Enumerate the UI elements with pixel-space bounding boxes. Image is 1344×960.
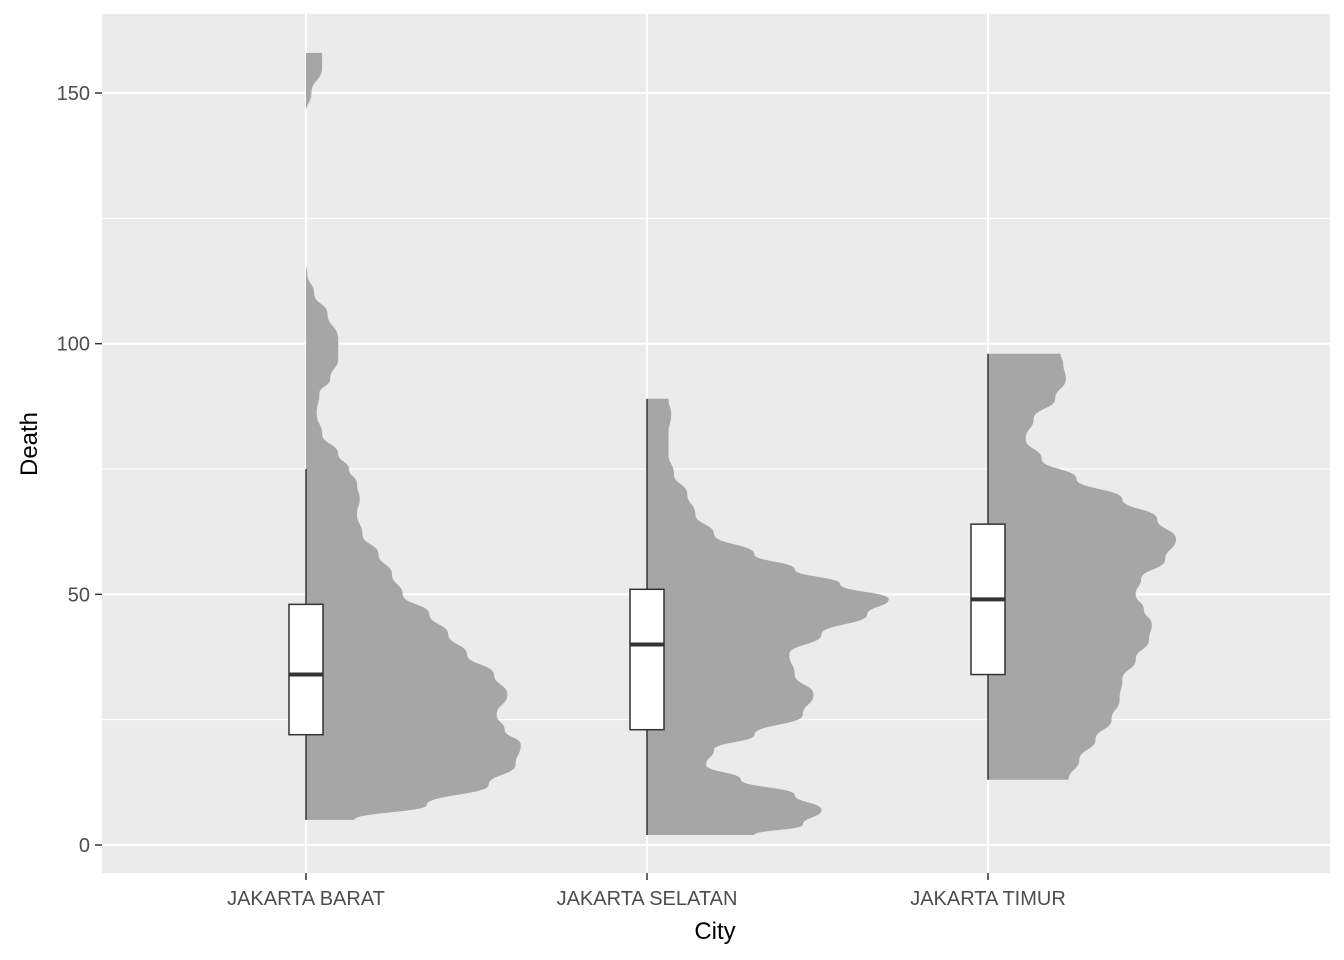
x-tick-label: JAKARTA SELATAN: [557, 888, 738, 910]
x-tick-label: JAKARTA BARAT: [227, 888, 385, 910]
x-axis: JAKARTA BARAT JAKARTA SELATAN JAKARTA TIMU…: [227, 873, 1066, 910]
y-tick-label: 50: [68, 584, 90, 606]
y-axis-title: Death: [16, 412, 43, 476]
y-tick-label: 150: [57, 83, 90, 105]
x-axis-title: City: [694, 918, 735, 945]
violin-1: [306, 52, 521, 820]
violins: [306, 52, 1176, 835]
y-tick-label: 0: [79, 835, 90, 857]
boxplots: [288, 353, 1006, 835]
violin-2: [647, 398, 889, 835]
y-axis: 0 50 100 150: [57, 83, 102, 857]
x-tick-label: JAKARTA TIMUR: [910, 888, 1066, 910]
y-tick-label: 100: [57, 334, 90, 356]
violin-3: [988, 353, 1176, 780]
box-2: [629, 588, 665, 731]
box-1: [288, 603, 324, 736]
